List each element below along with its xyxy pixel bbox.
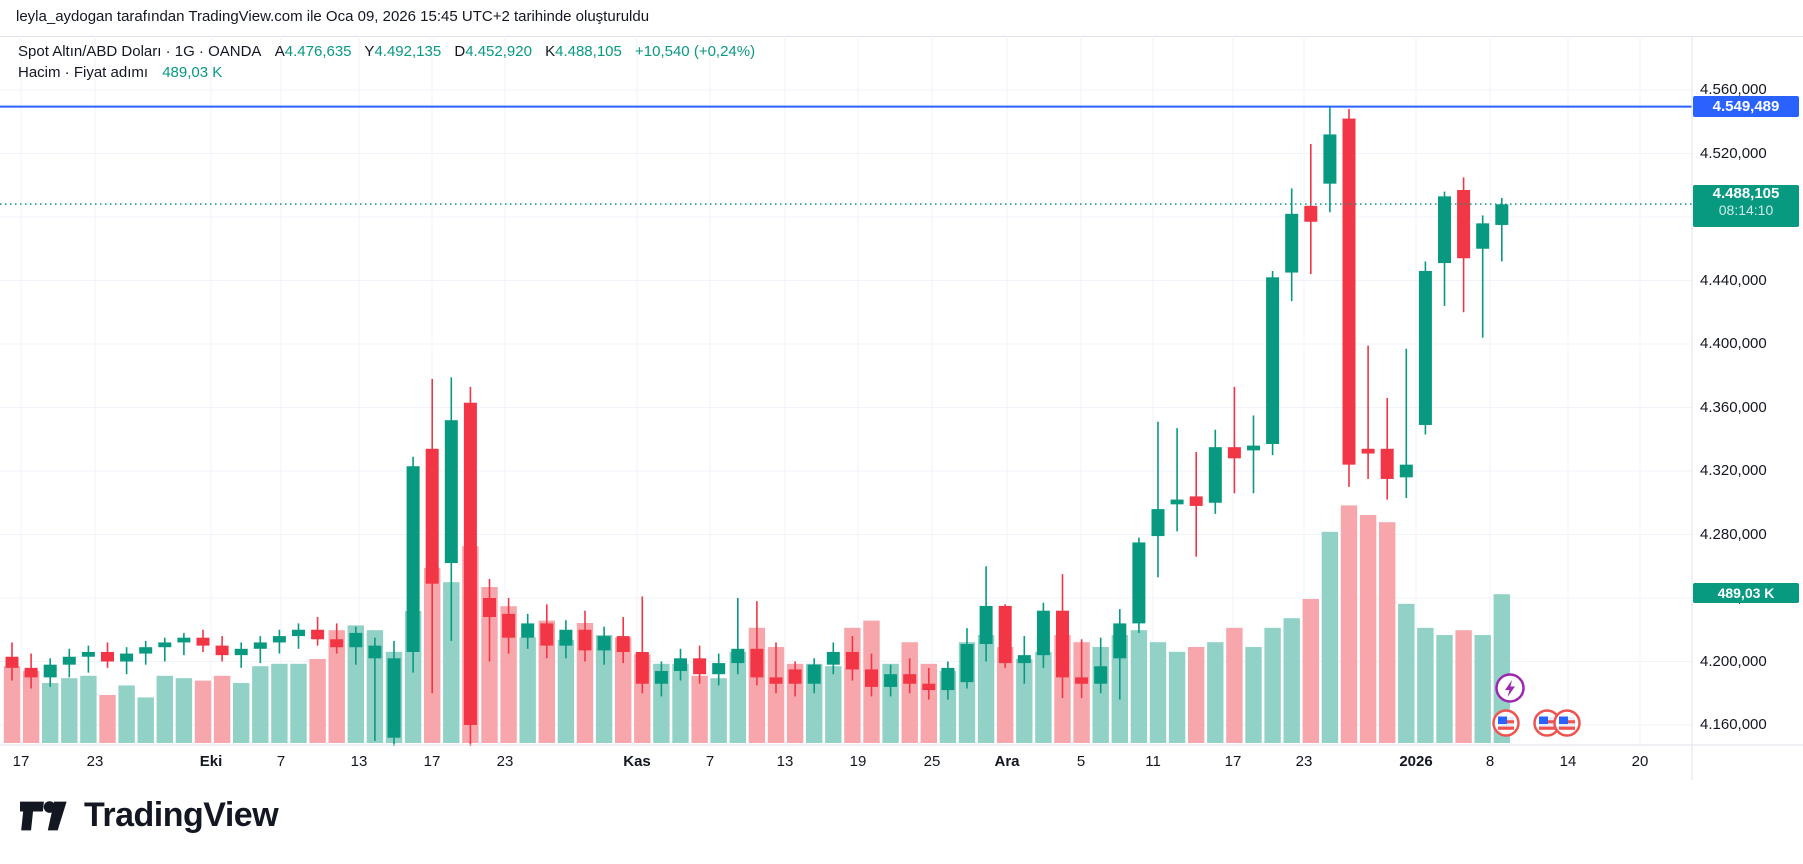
price-tick-label: 4.280,000	[1700, 525, 1767, 543]
chart-top-border	[0, 36, 1803, 37]
volume-study-value: 489,03 K	[162, 64, 223, 81]
time-tick-label: 11	[1145, 753, 1161, 770]
tradingview-logo-text: TradingView	[84, 796, 279, 834]
price-tick-label: 4.560,000	[1700, 81, 1767, 98]
alert-price-label[interactable]: 4.549,489	[1693, 96, 1799, 117]
lightning-event-icon[interactable]	[1494, 672, 1526, 704]
candles-layer	[5, 105, 1509, 746]
price-tick-label: 4.440,000	[1700, 271, 1767, 289]
us-flag-icon[interactable]	[1553, 709, 1581, 737]
high-value: 4.492,135	[374, 43, 442, 60]
time-tick-label: Kas	[623, 753, 651, 770]
time-tick-label: 7	[705, 753, 715, 770]
us-flag-icon[interactable]	[1492, 709, 1520, 737]
chart-legend: Spot Altın/ABD Doları · 1G · OANDA A4.47…	[18, 43, 755, 81]
high-key: Y	[364, 43, 375, 60]
price-tick-label: 4.320,000	[1700, 462, 1767, 479]
time-tick-label: 13	[776, 753, 794, 770]
overlay-lines-layer	[0, 105, 1692, 205]
price-scale[interactable]: 4.560,0004.520,0004.480,0004.440,0004.40…	[1692, 36, 1803, 745]
last-price-label: 4.488,105 08:14:10	[1693, 185, 1799, 227]
time-tick-label: 2026	[1399, 753, 1433, 770]
price-tick-label: 4.520,000	[1700, 144, 1767, 162]
time-scale[interactable]: 17 23 Eki 7 13 17 23 Kas 7 13 19 25 Ara 5 11 17 23 2026 8 1…	[0, 746, 1803, 780]
time-tick-label: Ara	[994, 753, 1020, 770]
attribution-text: leyla_aydogan tarafından TradingView.com…	[16, 8, 650, 25]
time-tick-label: 23	[1295, 753, 1313, 770]
low-key: D	[454, 43, 466, 60]
change-value: +10,540 (+0,24%)	[635, 43, 756, 60]
time-tick-label: 19	[849, 753, 867, 770]
tradingview-logo-icon	[20, 800, 67, 830]
economic-event-flag-icons[interactable]	[1492, 709, 1582, 739]
bar-countdown-text: 08:14:10	[1718, 202, 1774, 218]
price-tick-label: 4.360,000	[1700, 398, 1767, 416]
time-tick-label: 17	[423, 753, 441, 770]
time-tick-label: 23	[86, 753, 104, 770]
volume-axis-label: 489,03 K	[1693, 583, 1799, 603]
alert-price-text: 4.549,489	[1712, 98, 1780, 115]
time-tick-label: 17	[1224, 753, 1242, 770]
time-tick-label: 5	[1076, 753, 1086, 770]
volume-study-title[interactable]: Hacim · Fiyat adımı	[18, 64, 149, 81]
time-tick-label: 25	[923, 753, 941, 770]
price-tick-label: 4.400,000	[1700, 335, 1767, 352]
volume-axis-text: 489,03 K	[1717, 585, 1775, 601]
time-tick-label: 20	[1631, 753, 1649, 770]
time-tick-label: Eki	[199, 753, 223, 770]
last-price-text: 4.488,105	[1712, 185, 1780, 202]
time-tick-label: 14	[1559, 753, 1577, 770]
time-tick-label: 7	[276, 753, 286, 770]
symbol-title[interactable]: Spot Altın/ABD Doları · 1G · OANDA	[18, 43, 262, 60]
close-key: K	[545, 43, 556, 60]
tradingview-logo[interactable]: TradingView	[20, 796, 279, 835]
price-tick-label: 4.160,000	[1700, 716, 1767, 733]
low-value: 4.452,920	[465, 43, 532, 60]
open-value: 4.476,635	[284, 43, 352, 60]
time-tick-label: 23	[496, 753, 514, 770]
axis-border-layer	[0, 36, 1803, 780]
close-value: 4.488,105	[555, 43, 622, 60]
open-key: A	[274, 43, 285, 60]
time-tick-label: 8	[1485, 753, 1495, 770]
time-tick-label: 13	[350, 753, 368, 770]
time-tick-label: 17	[12, 753, 30, 770]
price-tick-label: 4.200,000	[1700, 652, 1767, 670]
